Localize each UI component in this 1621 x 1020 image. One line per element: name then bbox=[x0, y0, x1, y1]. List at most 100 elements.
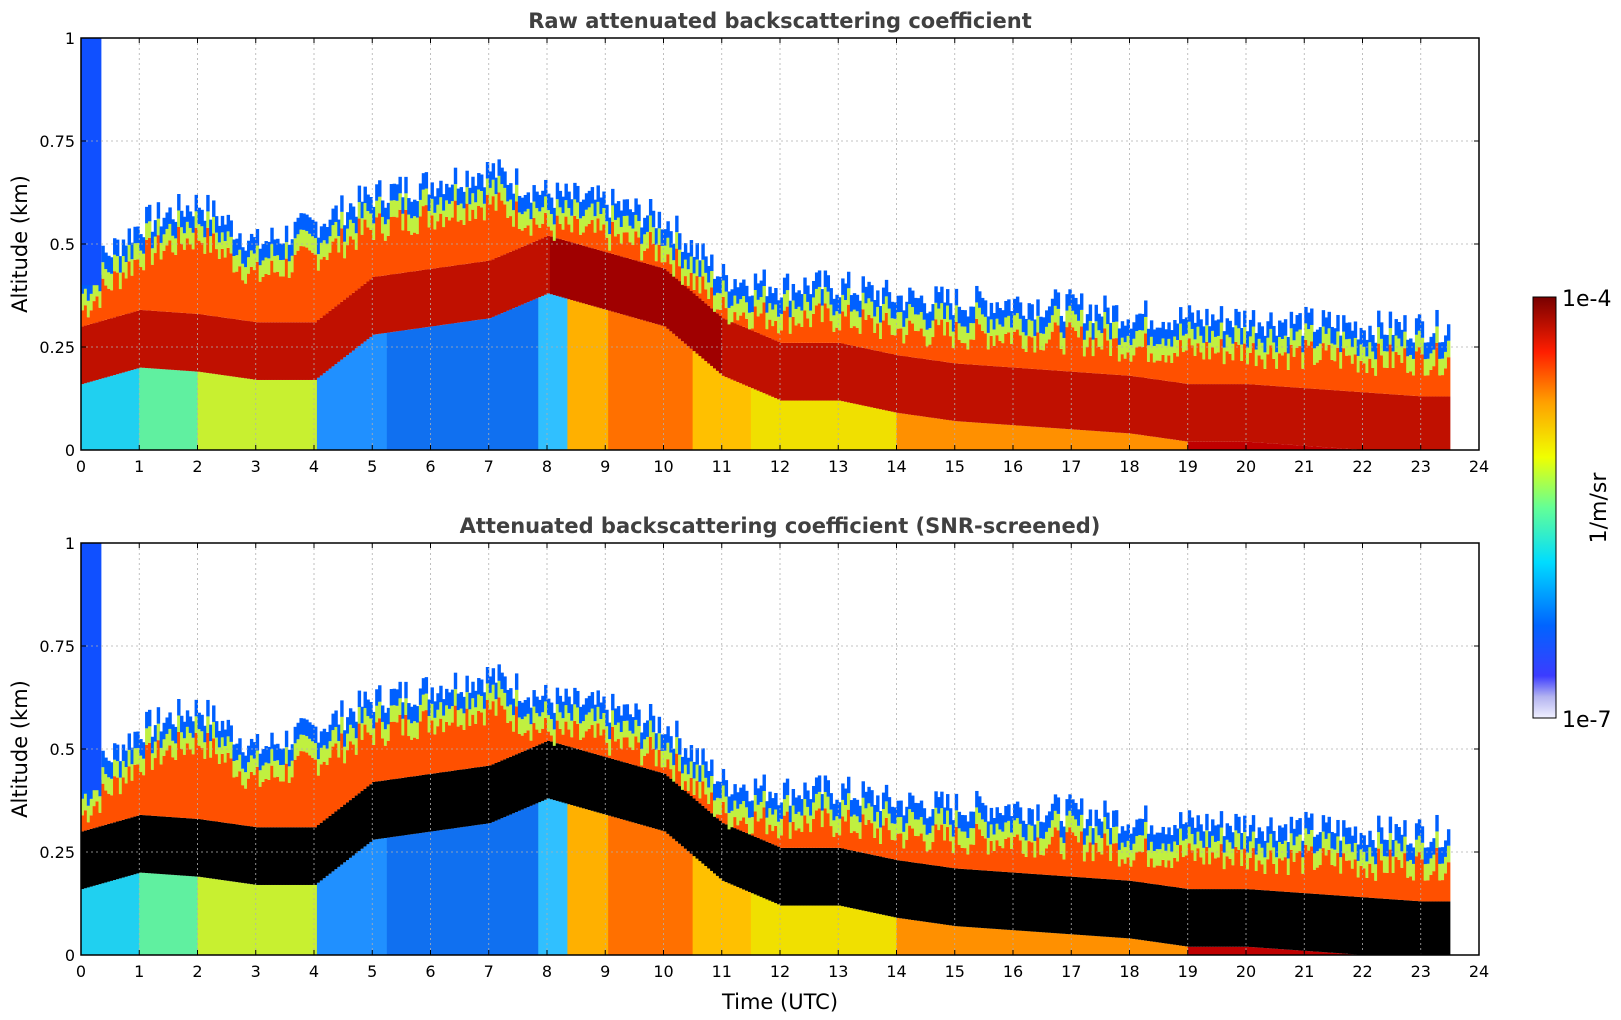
heatmap-cell bbox=[509, 704, 513, 722]
heatmap-cell bbox=[1307, 329, 1311, 346]
heatmap-cell bbox=[494, 210, 498, 259]
heatmap-cell bbox=[948, 420, 953, 450]
heatmap-cell bbox=[998, 812, 1002, 830]
heatmap-cell bbox=[104, 269, 108, 286]
heatmap-cell bbox=[1278, 444, 1282, 450]
heatmap-cell bbox=[1138, 377, 1142, 435]
heatmap-cell bbox=[558, 728, 563, 745]
heatmap-cell bbox=[366, 716, 370, 733]
heatmap-column bbox=[1004, 300, 1008, 450]
heatmap-cell bbox=[89, 798, 94, 816]
heatmap-cell bbox=[1059, 820, 1064, 838]
heatmap-column bbox=[628, 714, 632, 955]
heatmap-cell bbox=[1199, 319, 1203, 336]
heatmap-column bbox=[654, 228, 659, 450]
heatmap-cell bbox=[960, 868, 964, 927]
heatmap-cell bbox=[713, 368, 717, 450]
heatmap-cell bbox=[567, 746, 571, 805]
heatmap-cell bbox=[669, 836, 673, 955]
heatmap-cell bbox=[150, 769, 155, 816]
heatmap-cell bbox=[951, 925, 956, 955]
heatmap-column bbox=[363, 691, 367, 955]
heatmap-cell bbox=[517, 810, 522, 955]
heatmap-column bbox=[1027, 808, 1031, 955]
heatmap-cell bbox=[611, 188, 615, 206]
heatmap-cell bbox=[881, 914, 886, 955]
heatmap-cell bbox=[485, 683, 490, 700]
heatmap-cell bbox=[494, 699, 498, 716]
heatmap-column bbox=[1243, 310, 1247, 450]
heatmap-cell bbox=[678, 281, 682, 339]
heatmap-cell bbox=[963, 815, 967, 832]
heatmap-column bbox=[485, 667, 490, 955]
heatmap-cell bbox=[188, 818, 193, 877]
heatmap-cell bbox=[611, 253, 615, 312]
heatmap-cell bbox=[995, 424, 999, 450]
heatmap-cell bbox=[1394, 335, 1398, 353]
heatmap-column bbox=[1342, 315, 1346, 450]
heatmap-cell bbox=[957, 844, 962, 869]
heatmap-cell bbox=[1310, 324, 1314, 342]
heatmap-cell bbox=[978, 291, 982, 308]
heatmap-column bbox=[1312, 331, 1317, 450]
heatmap-cell bbox=[669, 231, 673, 248]
heatmap-cell bbox=[156, 368, 161, 450]
heatmap-cell bbox=[206, 732, 210, 821]
heatmap-column bbox=[118, 256, 123, 450]
heatmap-column bbox=[902, 815, 906, 955]
heatmap-cell bbox=[488, 171, 493, 188]
heatmap-cell bbox=[753, 273, 758, 291]
heatmap-cell bbox=[89, 310, 94, 324]
heatmap-cell bbox=[247, 240, 251, 258]
heatmap-column bbox=[1237, 311, 1241, 450]
heatmap-column bbox=[1324, 317, 1329, 450]
heatmap-cell bbox=[742, 889, 746, 955]
heatmap-cell bbox=[858, 805, 863, 823]
heatmap-cell bbox=[471, 209, 475, 263]
heatmap-cell bbox=[715, 309, 720, 314]
heatmap-cell bbox=[1269, 328, 1273, 346]
heatmap-cell bbox=[704, 303, 708, 362]
heatmap-cell bbox=[366, 786, 370, 845]
heatmap-cell bbox=[418, 216, 423, 271]
heatmap-column bbox=[911, 795, 915, 955]
heatmap-cell bbox=[200, 209, 204, 227]
heatmap-cell bbox=[401, 702, 405, 719]
heatmap-cell bbox=[707, 868, 711, 955]
heatmap-cell bbox=[360, 791, 365, 849]
heatmap-cell bbox=[121, 760, 126, 778]
heatmap-cell bbox=[453, 672, 458, 690]
heatmap-cell bbox=[314, 379, 318, 450]
heatmap-column bbox=[1435, 309, 1439, 450]
heatmap-cell bbox=[351, 223, 356, 240]
heatmap-cell bbox=[101, 750, 105, 768]
heatmap-cell bbox=[252, 826, 257, 885]
heatmap-cell bbox=[800, 905, 804, 955]
heatmap-cell bbox=[1295, 331, 1299, 349]
heatmap-cell bbox=[928, 344, 932, 360]
heatmap-cell bbox=[666, 759, 670, 777]
heatmap-cell bbox=[1053, 428, 1058, 450]
heatmap-cell bbox=[1056, 875, 1061, 934]
heatmap-cell bbox=[110, 290, 114, 319]
heatmap-cell bbox=[867, 314, 871, 350]
heatmap-cell bbox=[902, 831, 906, 849]
heatmap-cell bbox=[383, 780, 388, 838]
heatmap-cell bbox=[284, 322, 289, 380]
heatmap-column bbox=[445, 183, 449, 450]
heatmap-cell bbox=[771, 396, 775, 450]
heatmap-column bbox=[500, 672, 504, 955]
heatmap-column bbox=[916, 803, 921, 955]
heatmap-cell bbox=[672, 333, 676, 450]
heatmap-cell bbox=[147, 310, 152, 369]
heatmap-cell bbox=[870, 349, 874, 408]
heatmap-cell bbox=[171, 817, 175, 875]
heatmap-cell bbox=[646, 321, 650, 450]
y-ticks: 00.250.50.751 bbox=[39, 29, 1479, 460]
heatmap-cell bbox=[92, 789, 97, 807]
heatmap-cell bbox=[177, 875, 181, 955]
heatmap-cell bbox=[1117, 344, 1122, 362]
heatmap-cell bbox=[238, 319, 242, 378]
heatmap-cell bbox=[1056, 830, 1061, 876]
heatmap-cell bbox=[975, 790, 979, 808]
